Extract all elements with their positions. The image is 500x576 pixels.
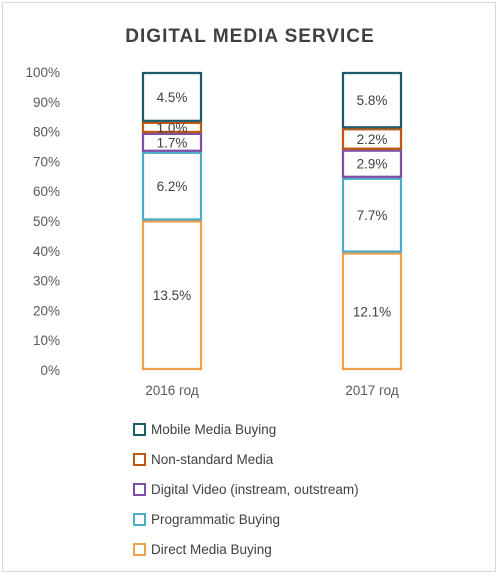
y-tick-label: 40% — [33, 244, 60, 259]
legend-label: Non-standard Media — [151, 451, 274, 467]
bar-segment — [141, 220, 203, 371]
data-label: 2.9% — [357, 157, 388, 172]
legend-item: Direct Media Buying — [133, 534, 359, 564]
chart-legend: Mobile Media Buying Non-standard Media Dig… — [133, 414, 359, 564]
y-tick-label: 100% — [25, 65, 60, 80]
y-tick-label: 0% — [40, 363, 60, 378]
bar-segment — [341, 177, 403, 253]
bar-segment — [341, 252, 403, 371]
data-label: 4.5% — [157, 90, 188, 105]
bar-segment — [141, 121, 203, 134]
legend-label: Direct Media Buying — [151, 541, 272, 557]
chart-title: DIGITAL MEDIA SERVICE — [125, 26, 375, 47]
legend-item: Programmatic Buying — [133, 504, 359, 534]
data-label: 6.2% — [157, 179, 188, 194]
legend-swatch — [133, 422, 146, 436]
y-tick-label: 50% — [33, 214, 60, 229]
legend-swatch — [133, 512, 146, 526]
y-tick-label: 60% — [33, 184, 60, 199]
legend-item: Digital Video (instream, outstream) — [133, 474, 359, 504]
data-label: 7.7% — [357, 208, 388, 223]
y-tick-label: 10% — [33, 333, 60, 348]
y-tick-label: 70% — [33, 154, 60, 169]
x-tick-label: 2016 год — [145, 383, 199, 398]
legend-item: Non-standard Media — [133, 444, 359, 474]
legend-swatch — [133, 452, 146, 466]
bar-segment — [341, 149, 403, 178]
data-label: 5.8% — [357, 93, 388, 108]
bar-segment — [141, 151, 203, 221]
data-label: 1.0% — [157, 120, 188, 135]
bar-segment — [341, 71, 403, 129]
bar-segment — [341, 128, 403, 150]
legend-swatch — [133, 542, 146, 556]
legend-label: Mobile Media Buying — [151, 421, 277, 437]
bar-segment — [141, 71, 203, 122]
legend-label: Digital Video (instream, outstream) — [151, 481, 359, 497]
data-label: 1.7% — [157, 135, 188, 150]
y-tick-label: 90% — [33, 95, 60, 110]
y-tick-label: 30% — [33, 274, 60, 289]
chart-frame — [2, 2, 496, 572]
legend-label: Programmatic Buying — [151, 511, 281, 527]
data-label: 12.1% — [353, 304, 391, 319]
data-label: 13.5% — [153, 288, 191, 303]
x-tick-label: 2017 год — [345, 383, 399, 398]
legend-swatch — [133, 482, 146, 496]
y-tick-label: 20% — [33, 303, 60, 318]
stacked-bar-chart: 0% 10% 20% 30% 40% 50% 60% 70% 80% 90% 100% 13.5% 6.… — [25, 65, 403, 398]
y-tick-label: 80% — [33, 125, 60, 140]
bar-segment — [141, 132, 203, 152]
legend-item: Mobile Media Buying — [133, 414, 359, 444]
data-label: 2.2% — [357, 132, 388, 147]
